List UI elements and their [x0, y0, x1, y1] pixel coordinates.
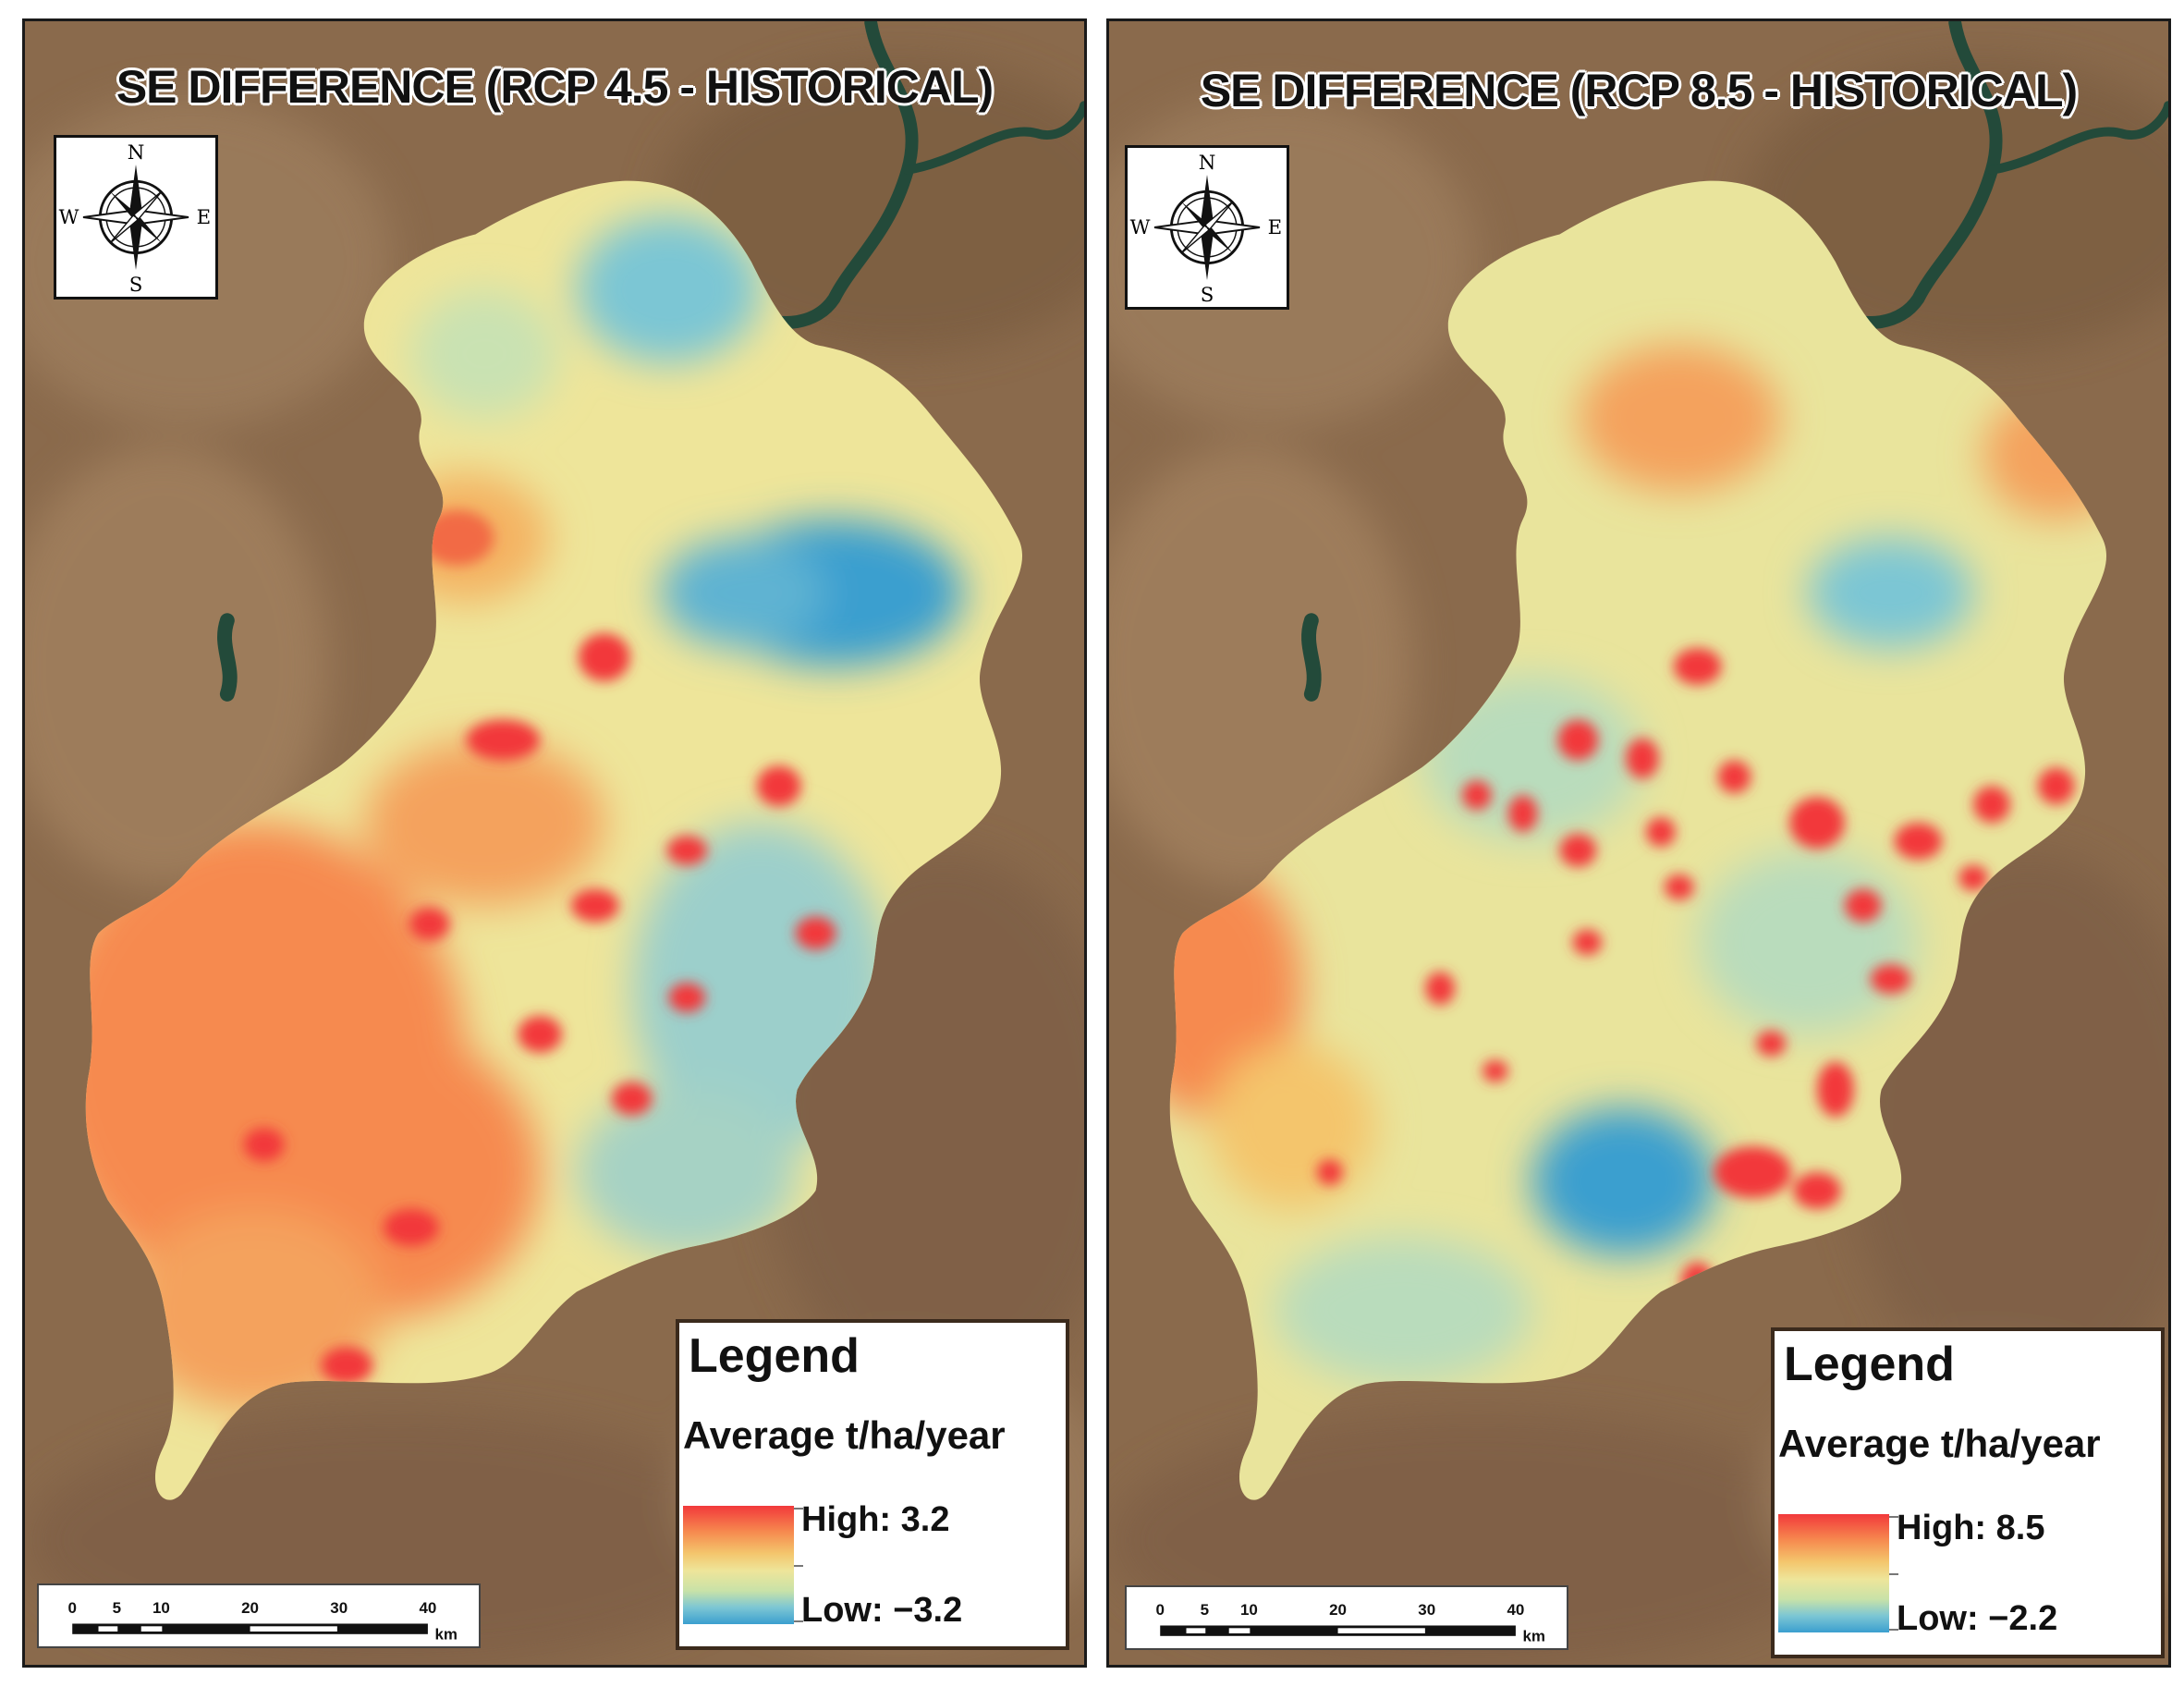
scale-bar: 0 5 10 20 30 40 km	[1125, 1585, 1568, 1650]
scale-tick-label: 40	[419, 1599, 436, 1617]
scale-tick-label: 30	[330, 1599, 348, 1617]
legend-tick	[794, 1620, 803, 1622]
north-arrow: N S W E	[54, 135, 218, 300]
river-icon	[1301, 21, 2168, 702]
legend-low-label: Low: −3.2	[801, 1591, 963, 1630]
scale-tick-label: 10	[1240, 1601, 1258, 1619]
legend-title: Legend	[1784, 1338, 1955, 1391]
scale-tick-label: 5	[1201, 1601, 1209, 1619]
scale-bar-graphic: 0 5 10 20 30 40 km	[1156, 1601, 1545, 1644]
compass-w-label: W	[59, 206, 79, 229]
compass-w-label: W	[1130, 216, 1151, 239]
legend-tick	[1889, 1516, 1898, 1518]
scale-tick-label: 0	[68, 1599, 77, 1617]
compass-e-label: E	[1268, 216, 1283, 239]
compass-s-label: S	[129, 274, 143, 297]
scale-tick-label: 20	[241, 1599, 259, 1617]
compass-e-label: E	[197, 206, 212, 229]
legend-unit: Average t/ha/year	[1778, 1422, 2101, 1465]
legend-high-label: High: 3.2	[801, 1500, 950, 1539]
scale-tick-label: 10	[153, 1599, 170, 1617]
legend-color-ramp	[683, 1506, 794, 1624]
compass-n-label: N	[128, 141, 145, 165]
map-panel-rcp85: SE DIFFERENCE (RCP 8.5 - HISTORICAL) N S…	[1106, 18, 2171, 1668]
scale-unit-label: km	[1522, 1627, 1545, 1644]
legend-tick	[794, 1508, 803, 1510]
map-title: SE DIFFERENCE (RCP 8.5 - HISTORICAL)	[1200, 65, 2078, 116]
compass-s-label: S	[1201, 284, 1214, 307]
scale-tick-label: 5	[113, 1599, 121, 1617]
map-title: SE DIFFERENCE (RCP 4.5 - HISTORICAL)	[116, 61, 994, 113]
scale-bar: 0 5 10 20 30 40 km	[37, 1583, 481, 1648]
compass-rose-icon: N S W E	[59, 141, 212, 297]
river-icon	[217, 21, 1084, 702]
legend-low-label: Low: −2.2	[1897, 1599, 2058, 1638]
legend: Legend Average t/ha/year High: 8.5 Low: …	[1771, 1327, 2165, 1658]
map-panel-rcp45: SE DIFFERENCE (RCP 4.5 - HISTORICAL) N S…	[22, 18, 1087, 1668]
scale-unit-label: km	[434, 1625, 458, 1643]
legend-tick	[794, 1565, 803, 1567]
compass-n-label: N	[1199, 152, 1216, 175]
scale-bar-graphic: 0 5 10 20 30 40 km	[68, 1599, 458, 1643]
scale-tick-label: 20	[1329, 1601, 1347, 1619]
scale-tick-label: 0	[1156, 1601, 1165, 1619]
legend-high-label: High: 8.5	[1897, 1509, 2045, 1547]
compass-rose-icon: N S W E	[1130, 152, 1283, 307]
scale-tick-label: 30	[1418, 1601, 1435, 1619]
legend-color-ramp	[1778, 1514, 1889, 1632]
legend: Legend Average t/ha/year High: 3.2 Low: …	[676, 1319, 1069, 1650]
legend-unit: Average t/ha/year	[683, 1413, 1006, 1457]
legend-tick	[1889, 1629, 1898, 1631]
legend-title: Legend	[689, 1329, 860, 1383]
north-arrow: N S W E	[1125, 145, 1289, 310]
legend-tick	[1889, 1573, 1898, 1575]
scale-tick-label: 40	[1507, 1601, 1524, 1619]
